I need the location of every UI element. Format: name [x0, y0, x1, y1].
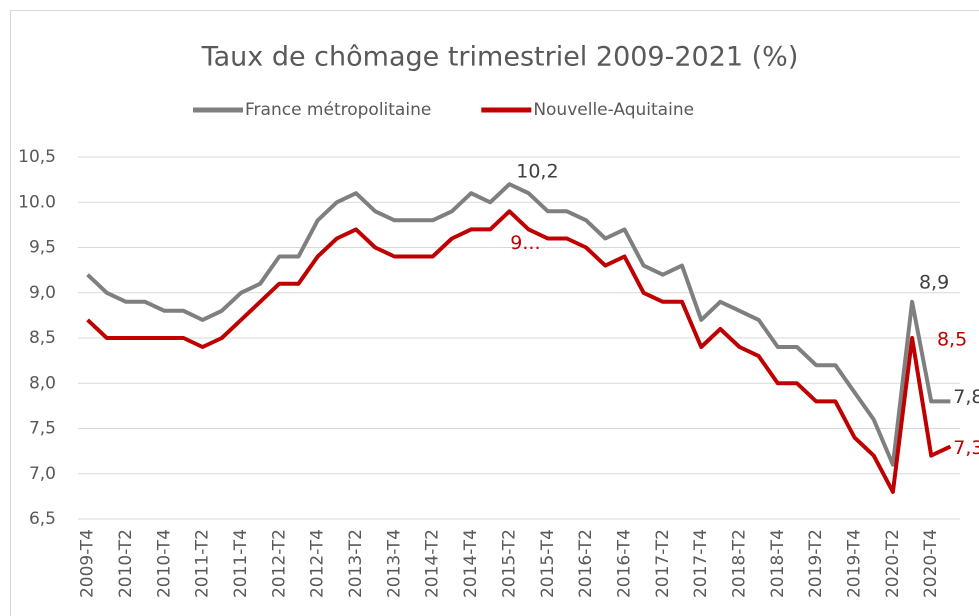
x-tick-label: 2018-T2 [730, 529, 750, 598]
x-tick-label: 2012-T4 [308, 529, 328, 598]
y-tick-label: 10.0 [18, 192, 56, 212]
y-tick-label: 9,5 [29, 238, 56, 258]
legend-label: Nouvelle-Aquitaine [533, 100, 694, 120]
series-line [86, 182, 951, 467]
y-tick-label: 8,0 [29, 373, 56, 393]
y-tick-label: 7,0 [29, 464, 56, 484]
data-label: 9... [510, 232, 540, 254]
x-tick-label: 2017-T2 [653, 529, 673, 598]
chart-frame [10, 10, 979, 616]
x-tick-label: 2013-T4 [384, 529, 404, 598]
x-tick-label: 2020-T2 [883, 529, 903, 598]
y-tick-label: 10,5 [18, 147, 56, 167]
x-tick-label: 2016-T2 [576, 529, 596, 598]
x-tick-label: 2011-T4 [231, 529, 251, 598]
x-tick-label: 2016-T4 [614, 529, 634, 598]
x-tick-label: 2020-T4 [921, 529, 941, 598]
data-label: 8,5 [937, 329, 967, 351]
x-tick-label: 2019-T2 [806, 529, 826, 598]
y-tick-label: 9,0 [29, 283, 56, 303]
x-tick-label: 2013-T2 [346, 529, 366, 598]
data-label: 8,9 [919, 271, 949, 293]
x-tick-label: 2010-T4 [154, 529, 174, 598]
series-line [86, 209, 952, 494]
legend-label: France métropolitaine [245, 100, 431, 120]
y-tick-label: 7,5 [29, 419, 56, 439]
x-tick-label: 2019-T4 [845, 529, 865, 598]
data-label: 7,3 [953, 437, 979, 459]
x-tick-label: 2015-T4 [538, 529, 558, 598]
x-tick-label: 2011-T2 [193, 529, 213, 598]
x-tick-label: 2012-T2 [269, 529, 289, 598]
y-tick-label: 6,5 [29, 509, 56, 529]
x-tick-label: 2009-T4 [78, 529, 98, 598]
x-tick-label: 2015-T2 [499, 529, 519, 598]
x-tick-label: 2014-T4 [461, 529, 481, 598]
data-label: 10,2 [516, 161, 558, 183]
data-label: 7,8 [953, 386, 979, 408]
y-tick-label: 8,5 [29, 328, 56, 348]
x-tick-label: 2014-T2 [423, 529, 443, 598]
x-tick-label: 2018-T4 [768, 529, 788, 598]
x-tick-label: 2017-T4 [691, 529, 711, 598]
chart-title: Taux de chômage trimestriel 2009-2021 (%… [201, 42, 799, 73]
x-tick-label: 2010-T2 [116, 529, 136, 598]
